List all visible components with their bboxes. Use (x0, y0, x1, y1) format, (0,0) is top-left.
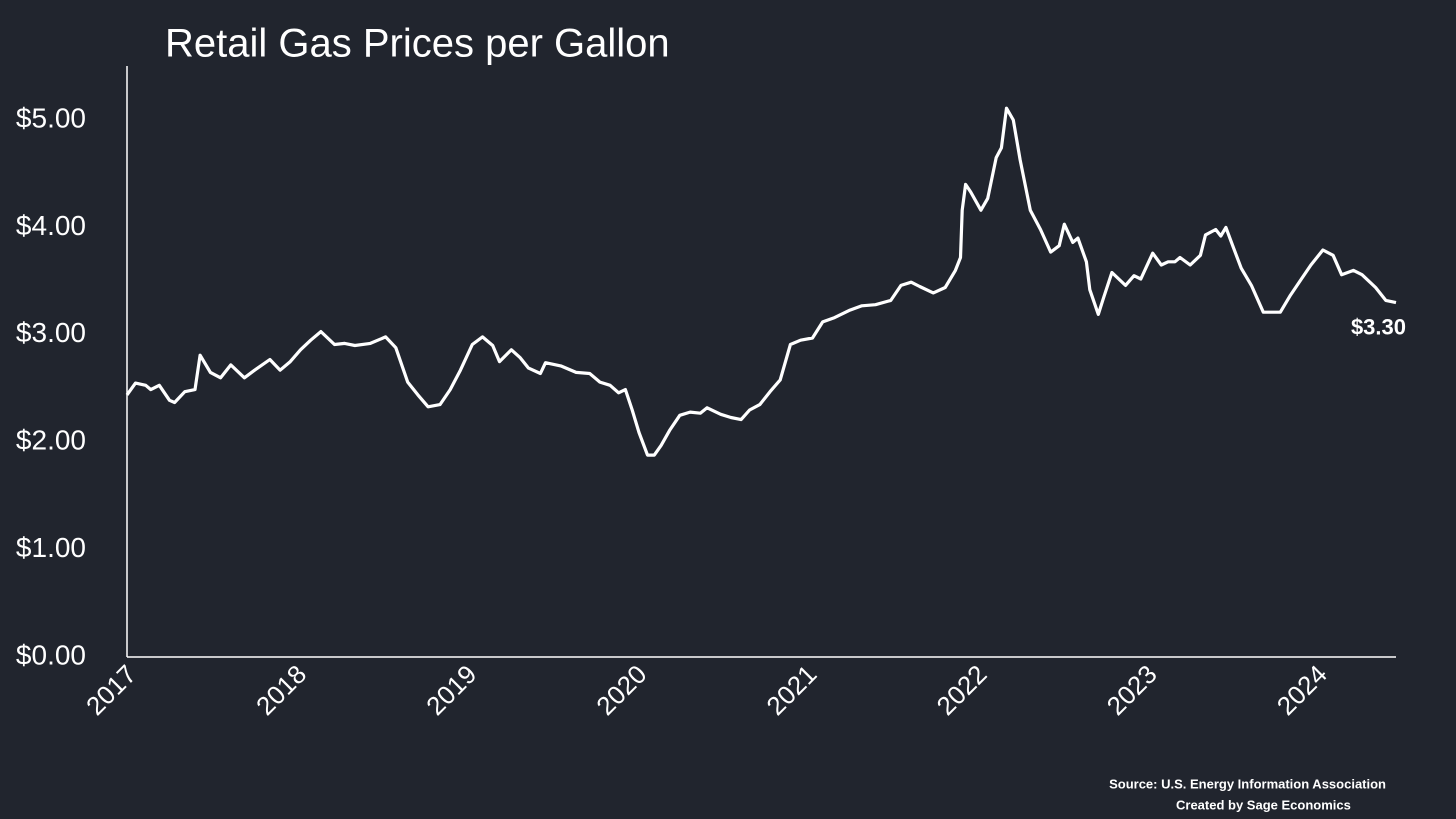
chart-title: Retail Gas Prices per Gallon (165, 22, 670, 66)
x-tick-label: 2024 (1271, 659, 1333, 721)
x-tick-label: 2020 (590, 659, 652, 721)
y-tick-label: $0.00 (16, 639, 86, 670)
x-tick-label: 2021 (760, 659, 822, 721)
credit-note: Created by Sage Economics (1176, 797, 1351, 812)
y-tick-label: $4.00 (16, 210, 86, 241)
x-tick-label: 2018 (250, 659, 312, 721)
x-tick-label: 2022 (931, 659, 993, 721)
x-tick-label: 2017 (80, 659, 142, 721)
y-tick-label: $3.00 (16, 317, 86, 348)
end-value-label: $3.30 (1351, 314, 1406, 339)
price-line (125, 106, 1397, 457)
x-tick-label: 2019 (420, 659, 482, 721)
y-tick-label: $2.00 (16, 425, 86, 456)
y-tick-label: $1.00 (16, 532, 86, 563)
x-tick-label: 2023 (1101, 659, 1163, 721)
y-tick-label: $5.00 (16, 102, 86, 133)
source-note: Source: U.S. Energy Information Associat… (1109, 776, 1386, 791)
